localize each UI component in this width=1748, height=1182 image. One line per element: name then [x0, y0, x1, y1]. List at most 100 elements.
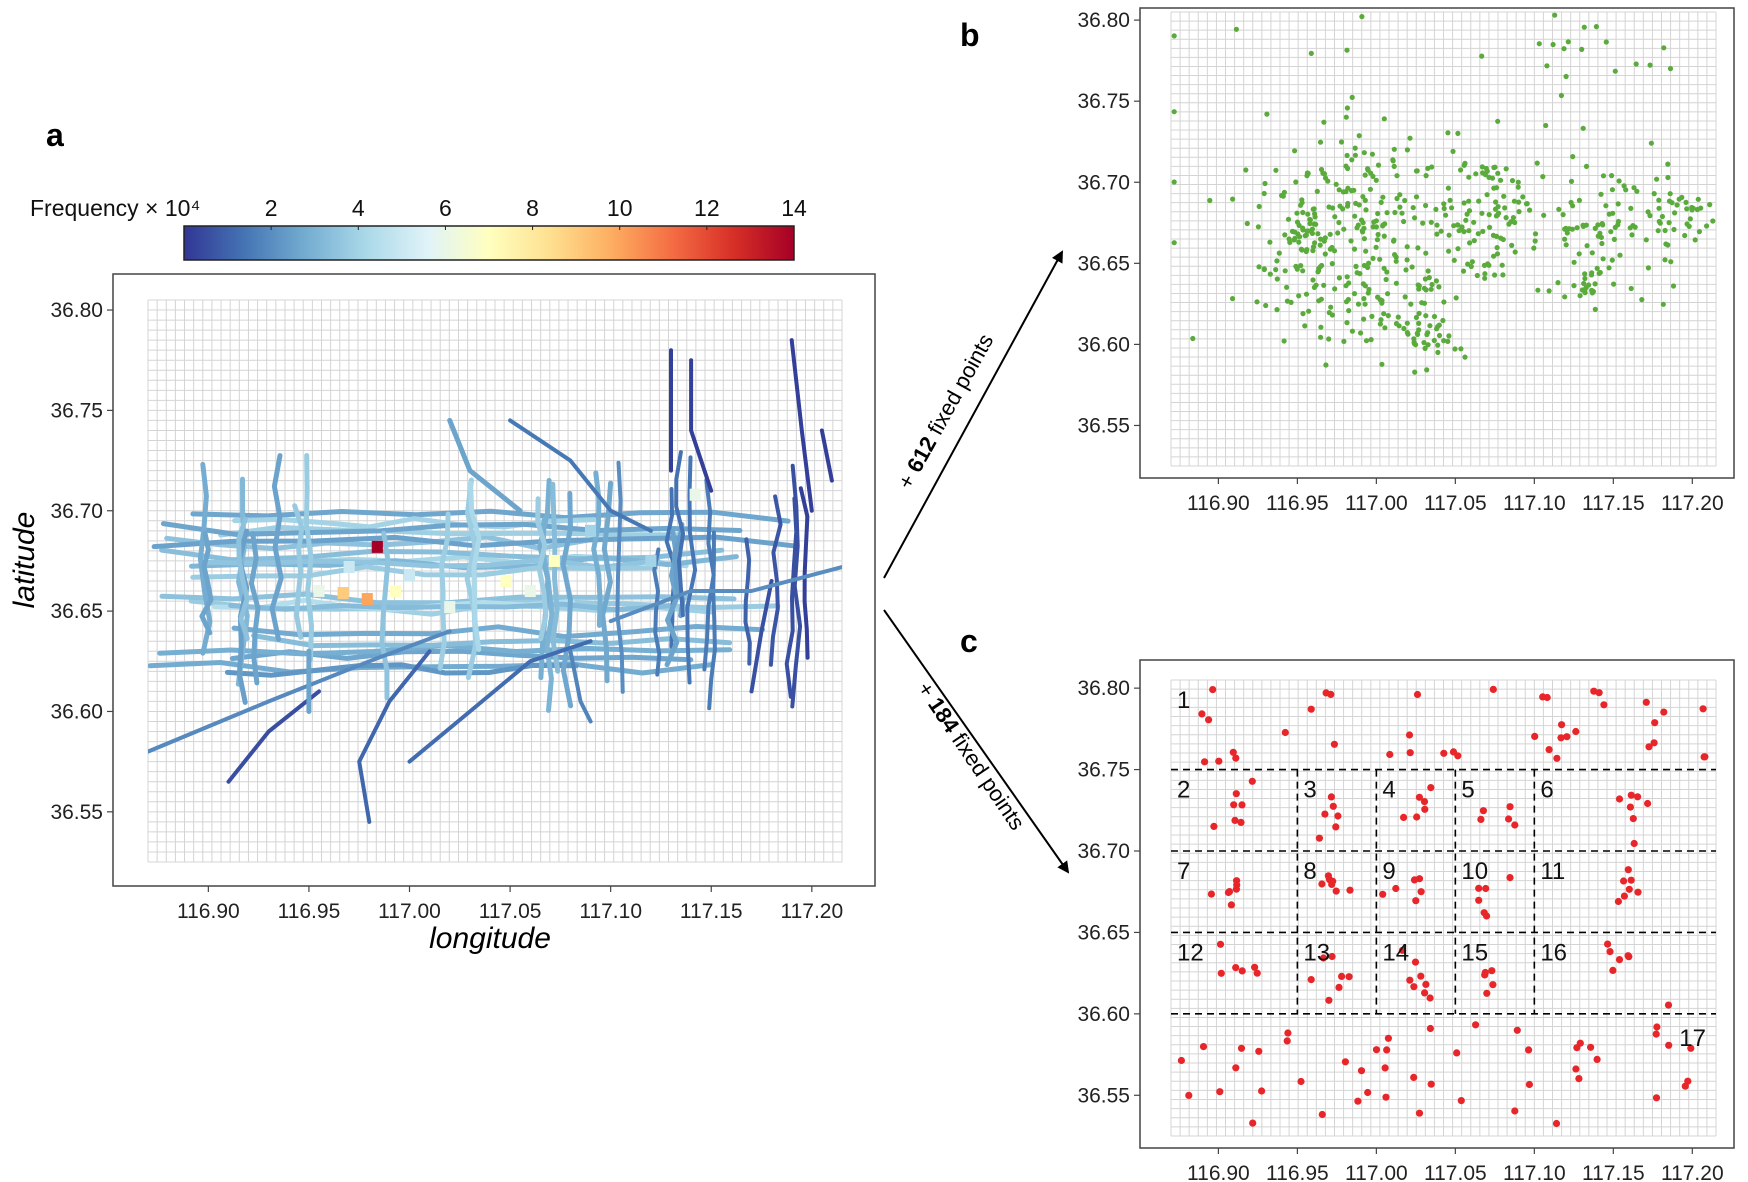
fixed-point: [1661, 45, 1667, 51]
fixed-point: [1307, 705, 1315, 713]
fixed-point: [1581, 24, 1587, 30]
fixed-point: [1564, 230, 1570, 236]
fixed-point: [1311, 221, 1317, 227]
fixed-point: [1655, 228, 1661, 234]
fixed-point: [1335, 983, 1343, 992]
fixed-point: [1413, 690, 1422, 699]
road-segment: [357, 649, 432, 824]
fixed-point: [1495, 170, 1501, 176]
fixed-point: [1380, 223, 1386, 229]
fixed-point: [1281, 728, 1289, 737]
road-segment: [560, 490, 574, 709]
fixed-point: [1634, 888, 1642, 896]
fixed-point: [1308, 50, 1314, 57]
fixed-point: [1317, 139, 1324, 145]
fixed-point: [1441, 201, 1447, 207]
fixed-point: [1244, 220, 1250, 227]
fixed-point: [1362, 197, 1368, 203]
fixed-point: [1274, 276, 1280, 282]
fixed-point: [1305, 228, 1311, 234]
fixed-point: [1525, 1080, 1533, 1089]
fixed-point: [1251, 963, 1259, 971]
fixed-point: [1527, 207, 1533, 213]
fixed-point: [1369, 313, 1375, 319]
fixed-point: [1629, 232, 1635, 238]
x-tick-label: 116.95: [278, 900, 341, 923]
fixed-point: [1461, 229, 1467, 235]
fixed-point: [1562, 236, 1568, 242]
fixed-point: [1566, 226, 1572, 232]
colorbar-tick-label: 14: [781, 195, 807, 221]
fixed-point: [1455, 130, 1461, 136]
fixed-point: [1426, 1024, 1434, 1033]
fixed-point: [1541, 212, 1547, 218]
fixed-point: [1314, 188, 1320, 194]
fixed-point: [1562, 294, 1568, 300]
fixed-point: [1385, 313, 1391, 319]
fixed-point: [1625, 953, 1633, 961]
fixed-point: [1171, 109, 1177, 115]
fixed-point: [1349, 94, 1355, 100]
fixed-point: [1353, 263, 1359, 269]
y-tick-label: 36.80: [50, 299, 103, 322]
fixed-point: [1428, 286, 1434, 292]
fixed-point: [1369, 151, 1375, 157]
fixed-point: [1644, 799, 1652, 808]
annotation-b-count: 612: [902, 432, 942, 476]
fixed-point: [1274, 258, 1280, 264]
x-tick-label: 117.05: [1424, 492, 1487, 515]
fixed-point: [1416, 286, 1422, 292]
fixed-point: [1334, 812, 1342, 820]
fixed-point: [1361, 150, 1367, 156]
region-label: 12: [1177, 939, 1204, 966]
fixed-point: [1262, 180, 1268, 187]
fixed-point: [1354, 225, 1360, 231]
fixed-point: [1201, 758, 1209, 766]
fixed-point: [1359, 14, 1365, 20]
panel-label-b: b: [960, 17, 980, 53]
annotation-b: + 612 fixed points: [893, 330, 999, 494]
fixed-point: [1264, 111, 1270, 117]
points-c: [1177, 685, 1709, 1128]
fixed-point: [1672, 210, 1678, 216]
fixed-point: [1449, 205, 1455, 211]
fixed-point: [1475, 884, 1483, 892]
road-segment: [197, 461, 213, 656]
hotspot-cell: [500, 574, 512, 588]
fixed-point: [1467, 240, 1473, 246]
fixed-point: [1207, 890, 1215, 898]
fixed-point: [1321, 119, 1327, 125]
fixed-point: [1391, 146, 1397, 152]
fixed-point: [1511, 821, 1519, 829]
fixed-point: [1579, 287, 1585, 293]
y-tick-label: 36.70: [1077, 840, 1130, 863]
fixed-point: [1225, 888, 1234, 896]
fixed-point: [1572, 1065, 1580, 1073]
road-segment: [615, 460, 625, 694]
fixed-point: [1600, 256, 1606, 262]
fixed-point: [1552, 12, 1558, 18]
x-tick-label: 117.20: [1661, 1162, 1724, 1182]
fixed-point: [1603, 203, 1609, 209]
y-tick-label: 36.60: [1077, 333, 1130, 356]
fixed-point: [1587, 1043, 1595, 1051]
fixed-point: [1659, 213, 1665, 220]
annotation-c: + 184 fixed points: [912, 677, 1030, 834]
fixed-point: [1306, 308, 1312, 314]
fixed-point: [1331, 248, 1338, 254]
fixed-point: [1466, 228, 1472, 234]
fixed-point: [1368, 337, 1374, 343]
fixed-point: [1413, 813, 1421, 821]
fixed-point: [1404, 257, 1410, 263]
fixed-point: [1665, 242, 1671, 248]
fixed-point: [1367, 186, 1373, 192]
fixed-point: [1629, 815, 1637, 823]
fixed-point: [1361, 225, 1367, 231]
fixed-point: [1560, 212, 1566, 218]
fixed-point: [1230, 196, 1236, 202]
fixed-point: [1575, 1075, 1583, 1083]
fixed-point: [1254, 299, 1260, 305]
fixed-point: [1297, 1077, 1305, 1086]
road-segment: [464, 477, 479, 681]
fixed-point: [1420, 798, 1429, 806]
